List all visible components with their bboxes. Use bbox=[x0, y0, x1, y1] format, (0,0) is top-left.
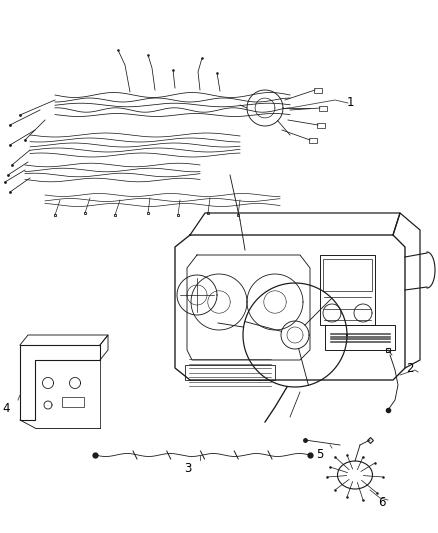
Bar bbox=[320, 255, 375, 325]
Bar bbox=[314, 88, 322, 93]
Bar bbox=[323, 259, 372, 291]
Text: 1: 1 bbox=[346, 96, 354, 109]
Bar bbox=[325, 325, 395, 350]
Text: 5: 5 bbox=[316, 448, 324, 462]
Text: 6: 6 bbox=[378, 496, 386, 508]
Bar bbox=[309, 138, 317, 143]
Bar bbox=[62, 397, 84, 407]
Text: 3: 3 bbox=[184, 462, 192, 474]
Text: 2: 2 bbox=[406, 361, 414, 375]
Text: 4: 4 bbox=[2, 401, 10, 415]
Bar bbox=[185, 365, 275, 380]
Bar bbox=[319, 106, 327, 111]
Bar bbox=[317, 123, 325, 128]
